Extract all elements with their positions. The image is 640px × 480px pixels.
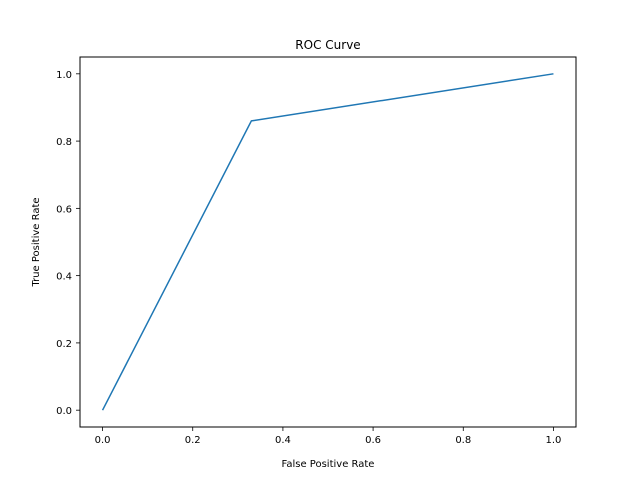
y-tick-label: 0.4 [56,272,72,283]
y-tick-label: 0.2 [56,339,72,350]
y-tick-label: 0.0 [56,406,72,417]
y-tick-label: 0.6 [56,204,72,215]
x-tick-label: 0.4 [275,435,291,446]
x-tick-label: 1.0 [546,435,562,446]
x-axis-label: False Positive Rate [282,459,375,470]
x-axis-ticks: 0.0 0.2 0.4 0.6 0.8 1.0 [95,427,562,446]
y-tick-label: 0.8 [56,137,72,148]
x-tick-label: 0.2 [185,435,201,446]
x-tick-label: 0.6 [365,435,381,446]
y-axis-label: True Positive Rate [31,197,42,287]
plot-area: 0.0 0.2 0.4 0.6 0.8 1.0 0.0 0.2 0.4 0.6 0.8 1.0 [56,56,577,446]
chart-title: ROC Curve [295,38,360,52]
y-axis-ticks: 0.0 0.2 0.4 0.6 0.8 1.0 [56,70,80,417]
x-tick-label: 0.0 [95,435,111,446]
y-tick-label: 1.0 [56,70,72,81]
x-tick-label: 0.8 [455,435,471,446]
roc-curve-line [101,73,554,411]
series-layer [101,73,554,411]
plot-frame [79,56,577,428]
